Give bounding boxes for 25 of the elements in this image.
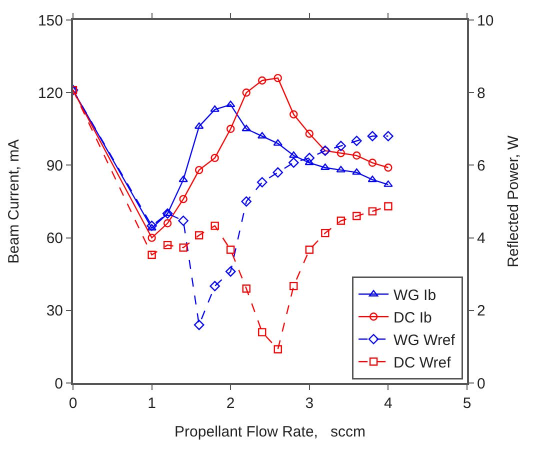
y2-tick-label: 6	[477, 157, 486, 174]
y2-tick-label: 10	[477, 12, 494, 30]
y-tick-label: 0	[54, 375, 63, 392]
y-tick-label: 120	[38, 84, 63, 102]
x-tick-label: 4	[384, 395, 392, 412]
legend-label: WG Wref	[394, 332, 456, 349]
x-tick-label: 1	[148, 395, 156, 412]
y-tick-label: 30	[46, 302, 63, 320]
x-tick-label: 5	[462, 395, 472, 412]
y2-tick-label: 8	[477, 84, 486, 102]
legend-label: DC Wref	[394, 354, 452, 372]
y-tick-label: 60	[46, 230, 63, 248]
y2-tick-label: 4	[477, 230, 486, 248]
y2-tick-label: 2	[477, 302, 486, 320]
legend-label: WG Ib	[394, 286, 436, 304]
legend-label: DC Ib	[394, 309, 432, 326]
y-axis-title: Beam Current, mA	[6, 139, 23, 264]
x-tick-label: 0	[68, 395, 78, 412]
x-tick-label: 2	[226, 395, 235, 412]
y2-axis-title: Reflected Power, W	[505, 134, 522, 268]
y2-tick-label: 0	[477, 375, 486, 392]
y-tick-label: 90	[46, 157, 63, 174]
x-axis-title: Propellant Flow Rate, sccm	[174, 424, 366, 440]
y-tick-label: 150	[38, 12, 63, 30]
x-tick-label: 3	[305, 395, 314, 412]
